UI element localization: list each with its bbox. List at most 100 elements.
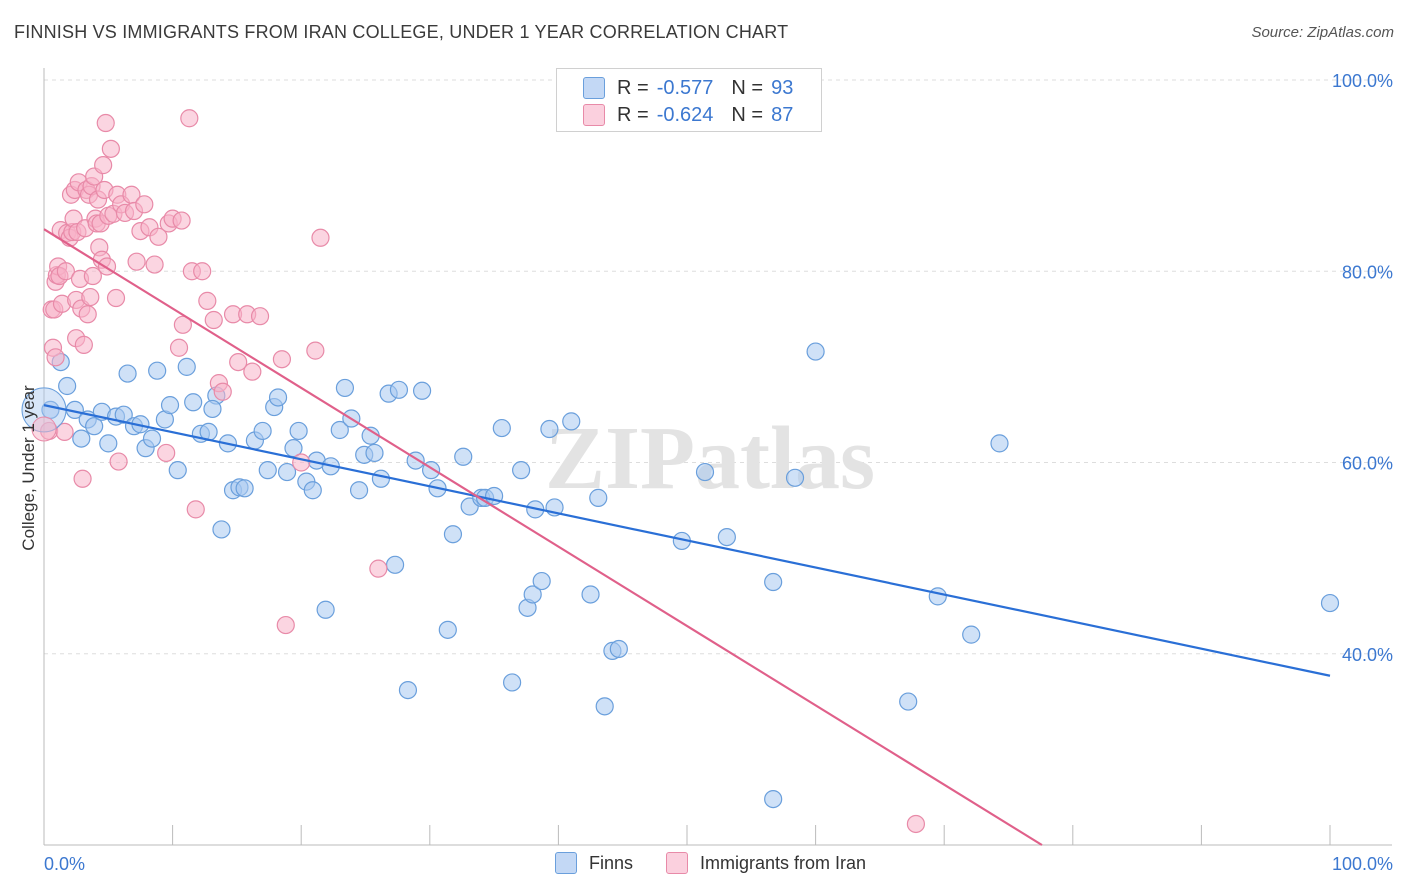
- finns-point: [99, 434, 118, 453]
- iran-point: [172, 211, 191, 230]
- iran-point: [292, 453, 311, 472]
- finns-swatch: [583, 77, 605, 99]
- iran-point: [135, 195, 154, 214]
- finns-point: [303, 481, 322, 500]
- x-tick-label-min: 0.0%: [44, 854, 85, 874]
- finns-point: [258, 461, 277, 480]
- legend-entry-iran: Immigrants from Iran: [666, 852, 866, 874]
- finns-point: [928, 587, 947, 606]
- iran-point: [198, 291, 217, 310]
- iran-point: [46, 348, 65, 367]
- finns-point: [114, 405, 133, 424]
- correlation-legend: R = -0.577 N = 93 R = -0.624 N = 87: [556, 68, 822, 132]
- iran-point: [145, 255, 164, 274]
- finns-point: [962, 625, 981, 644]
- iran-point: [204, 310, 223, 330]
- finns-point: [203, 399, 222, 419]
- finns-point: [540, 419, 559, 439]
- finns-point: [609, 639, 628, 659]
- finns-point: [389, 380, 409, 399]
- iran-trend-line: [43, 228, 1043, 846]
- iran-point: [243, 362, 262, 381]
- finns-point: [532, 571, 551, 591]
- iran-point: [101, 139, 120, 158]
- legend-row-iran: R = -0.624 N = 87: [557, 101, 793, 129]
- iran-point: [213, 382, 232, 401]
- iran-point: [81, 287, 100, 307]
- iran-swatch: [583, 104, 605, 126]
- iran-legend-swatch: [666, 852, 688, 874]
- legend-r-label: R =: [617, 76, 649, 99]
- finns-point: [58, 376, 77, 396]
- iran-point: [276, 615, 295, 635]
- finns-point: [492, 418, 511, 438]
- iran-point: [74, 335, 93, 354]
- legend-r-value: -0.624: [656, 103, 714, 126]
- finns-point: [316, 600, 335, 619]
- finns-point: [581, 585, 600, 604]
- finns-point: [177, 357, 196, 376]
- finns-point: [118, 364, 137, 383]
- legend-r-label: R =: [617, 103, 649, 126]
- iran-point: [83, 266, 102, 286]
- chart-title: FINNISH VS IMMIGRANTS FROM IRAN COLLEGE,…: [14, 22, 789, 42]
- trend-lines: [43, 228, 1331, 846]
- iran-point: [109, 452, 128, 471]
- finns-point: [268, 388, 288, 407]
- legend-entry-finns: Finns: [555, 852, 633, 874]
- finns-point: [523, 585, 542, 604]
- iran-point: [906, 814, 926, 834]
- iran-point: [96, 113, 115, 133]
- legend-n-value: 93: [771, 76, 794, 99]
- finns-point: [212, 520, 231, 539]
- finns-point: [335, 378, 355, 398]
- finns-point: [785, 468, 805, 487]
- finns-point: [1320, 593, 1340, 613]
- finns-point: [385, 555, 405, 574]
- finns-point: [72, 429, 91, 448]
- finns-point: [454, 447, 473, 466]
- finns-point: [160, 396, 180, 415]
- finns-point: [899, 692, 918, 711]
- axes: [43, 68, 1392, 846]
- finns-point: [764, 789, 783, 809]
- iran-cluster-point: [31, 416, 57, 442]
- y-tick-label: 40.0%: [1342, 645, 1393, 665]
- y-axis-label: College, Under 1 year: [19, 385, 38, 551]
- source-note: Source: ZipAtlas.com: [1251, 24, 1394, 41]
- finns-point: [85, 417, 104, 436]
- finns-point: [142, 429, 162, 448]
- iran-point: [250, 307, 270, 326]
- iran-point: [169, 338, 189, 357]
- finns-point: [512, 461, 531, 480]
- iran-point: [56, 262, 75, 281]
- iran-point: [180, 109, 199, 128]
- finns-point: [717, 527, 736, 547]
- y-tick-label: 60.0%: [1342, 454, 1393, 474]
- finns-point: [371, 469, 391, 488]
- iran-point: [186, 500, 205, 519]
- iran-point: [306, 341, 325, 360]
- finns-point: [184, 393, 203, 412]
- finns-point: [443, 525, 463, 544]
- iran-point: [157, 443, 176, 463]
- finns-point: [330, 420, 349, 440]
- finns-point: [990, 434, 1009, 453]
- x-tick-label-max: 100.0%: [1332, 854, 1393, 874]
- legend-n-label: N =: [731, 76, 764, 99]
- finns-point: [349, 481, 369, 500]
- finns-point: [695, 462, 715, 482]
- iran-point: [106, 288, 126, 308]
- finns-point: [806, 342, 825, 361]
- legend-n-label: N =: [731, 103, 764, 126]
- tick-labels: 40.0% 60.0% 80.0% 100.0% 0.0% 100.0%: [44, 71, 1393, 874]
- legend-r-value: -0.577: [656, 76, 714, 99]
- finns-point: [412, 381, 432, 400]
- iran-point: [272, 350, 292, 369]
- iran-point: [78, 305, 97, 324]
- y-tick-label: 100.0%: [1332, 71, 1393, 91]
- finns-point: [562, 412, 581, 431]
- iran-point: [193, 262, 212, 281]
- finns-point: [438, 620, 457, 639]
